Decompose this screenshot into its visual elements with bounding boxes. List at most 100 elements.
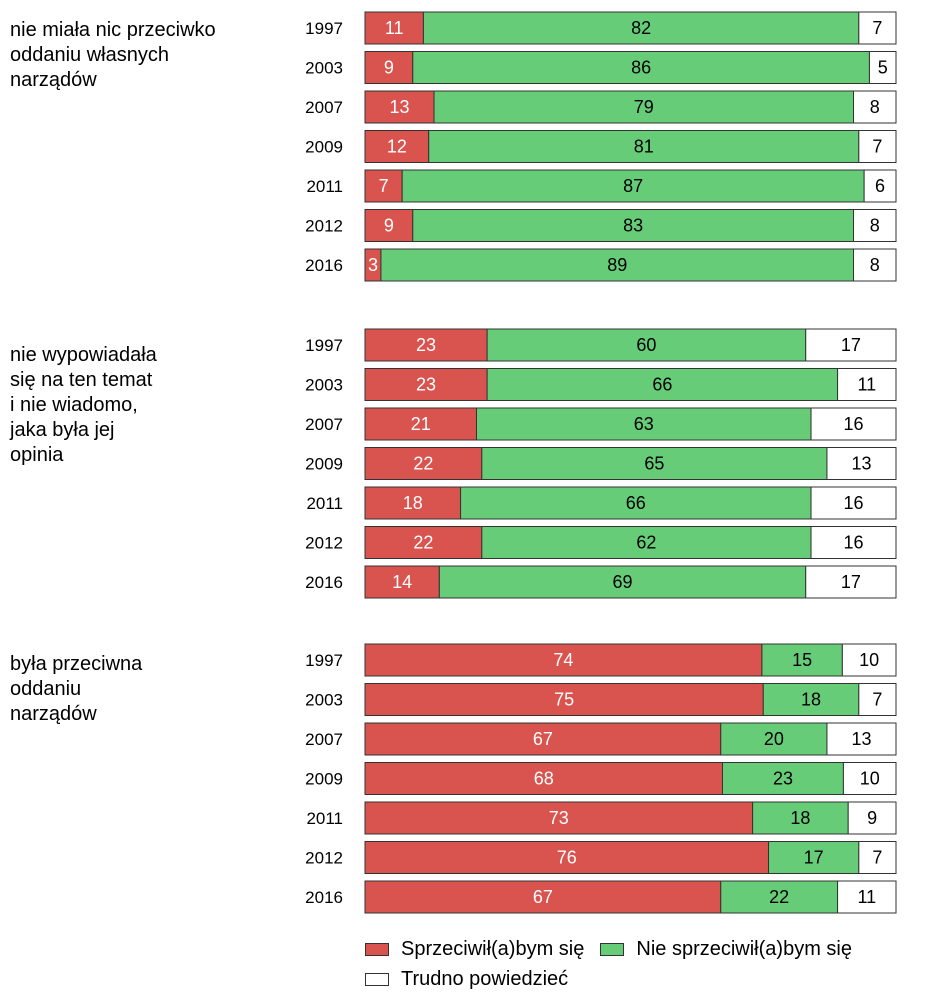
bar-segment-not-against: [481, 526, 812, 559]
bar-segment-hard-to-say: [810, 407, 897, 441]
data-label-hard-to-say: 7: [872, 848, 882, 868]
data-label-not-against: 89: [607, 255, 627, 275]
bar-segment-against: [364, 880, 722, 914]
data-label-not-against: 18: [790, 808, 810, 828]
bar-segment-not-against: [720, 880, 839, 914]
legend-swatch-not-against: [600, 942, 625, 956]
data-label-hard-to-say: 16: [844, 533, 864, 553]
bar-segment-not-against: [486, 368, 839, 401]
bar-segment-against: [364, 801, 754, 835]
bar-segment-against: [364, 643, 763, 677]
bar-segment-against: [364, 565, 440, 599]
legend-row-1: Sprzeciwił(a)bym się Nie sprzeciwił(a)by…: [365, 934, 868, 964]
data-label-hard-to-say: 10: [860, 769, 880, 789]
data-label-hard-to-say: 13: [851, 729, 871, 749]
data-label-not-against: 86: [631, 58, 651, 78]
bar-segment-against: [364, 328, 488, 362]
year-label: 2011: [306, 177, 343, 196]
bar-segment-not-against: [412, 51, 870, 84]
data-label-not-against: 82: [631, 18, 651, 38]
bar-segment-hard-to-say: [858, 130, 897, 163]
data-label-against: 7: [379, 176, 389, 196]
data-label-against: 22: [413, 533, 433, 553]
bar-segment-hard-to-say: [858, 11, 897, 45]
bar-segment-against: [364, 722, 722, 756]
data-label-not-against: 20: [764, 729, 784, 749]
data-label-hard-to-say: 16: [844, 493, 864, 513]
bar-segment-hard-to-say: [805, 328, 897, 362]
group-label-3: była przeciwna oddaniu narządów: [10, 653, 143, 725]
data-label-against: 23: [416, 335, 436, 355]
bar-segment-hard-to-say: [858, 683, 897, 716]
bar-segment-against: [364, 51, 414, 84]
year-label: 2009: [305, 455, 343, 474]
group-label-1: nie miała nic przeciwko oddaniu własnych…: [10, 19, 216, 91]
data-label-hard-to-say: 17: [841, 335, 861, 355]
data-label-against: 21: [411, 414, 431, 434]
data-label-hard-to-say: 11: [857, 375, 876, 395]
bar-segment-against: [364, 683, 764, 716]
year-label: 2012: [305, 534, 343, 553]
bar-segment-hard-to-say: [842, 762, 897, 795]
data-label-hard-to-say: 16: [844, 414, 864, 434]
bar-segment-not-against: [422, 11, 860, 45]
year-label: 1997: [305, 336, 343, 355]
data-label-against: 14: [392, 572, 412, 592]
year-label: 2012: [305, 849, 343, 868]
data-label-against: 76: [557, 848, 577, 868]
bar-segment-not-against: [752, 801, 849, 835]
data-label-not-against: 60: [636, 335, 656, 355]
bar-segment-hard-to-say: [805, 565, 897, 599]
bar-segment-hard-to-say: [810, 526, 897, 559]
data-label-not-against: 63: [634, 414, 654, 434]
data-label-not-against: 79: [634, 97, 654, 117]
legend-item-not-against: Nie sprzeciwił(a)bym się: [600, 938, 852, 961]
legend-swatch-against: [365, 942, 389, 956]
data-label-against: 3: [368, 255, 378, 275]
data-label-against: 67: [533, 729, 553, 749]
data-label-against: 11: [385, 18, 404, 38]
bar-segment-against: [364, 407, 478, 441]
bar-segment-hard-to-say: [853, 209, 897, 242]
bar-segment-against: [364, 841, 770, 874]
bar-segment-against: [364, 209, 414, 242]
data-label-against: 67: [533, 887, 553, 907]
year-label: 2003: [305, 376, 343, 395]
year-label: 2016: [305, 573, 343, 592]
bar-segment-not-against: [486, 328, 807, 362]
bar-segment-hard-to-say: [853, 90, 897, 124]
legend-label-not-against: Nie sprzeciwił(a)bym się: [636, 937, 852, 960]
year-label: 2016: [305, 256, 343, 275]
data-label-against: 12: [387, 137, 407, 157]
data-label-hard-to-say: 7: [872, 690, 882, 710]
bar-segment-hard-to-say: [853, 248, 897, 282]
bar-segment-against: [364, 169, 403, 203]
data-label-hard-to-say: 8: [870, 97, 880, 117]
bar-segment-against: [364, 762, 723, 795]
bar-segment-hard-to-say: [826, 447, 897, 480]
data-label-not-against: 83: [623, 216, 643, 236]
data-label-against: 75: [554, 690, 574, 710]
data-label-not-against: 87: [623, 176, 643, 196]
legend-label-hard-to-say: Trudno powiedzieć: [401, 967, 569, 990]
data-label-hard-to-say: 11: [857, 887, 876, 907]
data-label-not-against: 62: [636, 533, 656, 553]
data-label-hard-to-say: 13: [851, 454, 871, 474]
legend: Sprzeciwił(a)bym się Nie sprzeciwił(a)by…: [365, 934, 868, 994]
data-label-not-against: 81: [634, 137, 654, 157]
bar-segment-not-against: [722, 762, 844, 795]
data-label-not-against: 66: [626, 493, 646, 513]
year-label: 2011: [306, 494, 343, 513]
year-label: 2011: [306, 809, 343, 828]
data-label-not-against: 66: [652, 375, 672, 395]
year-label: 2012: [305, 217, 343, 236]
data-label-not-against: 65: [644, 454, 664, 474]
data-label-against: 13: [389, 97, 409, 117]
bar-segment-not-against: [762, 683, 860, 716]
bar-segment-hard-to-say: [837, 880, 897, 914]
data-label-against: 22: [413, 454, 433, 474]
data-label-hard-to-say: 8: [870, 216, 880, 236]
data-label-against: 74: [553, 650, 573, 670]
